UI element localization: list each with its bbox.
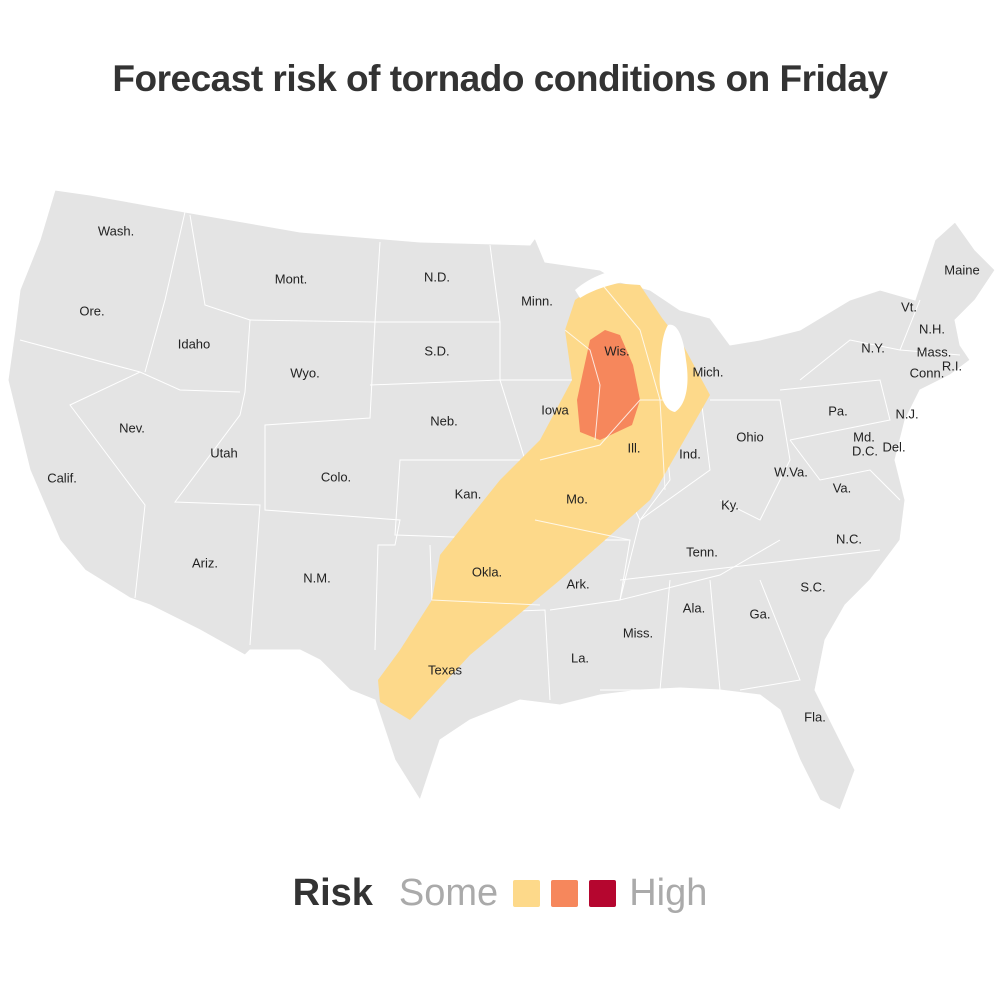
state-label: Colo. bbox=[320, 469, 352, 485]
state-label: Wyo. bbox=[290, 365, 320, 381]
state-label: Mo. bbox=[566, 491, 588, 507]
state-label: Calif. bbox=[47, 470, 77, 486]
state-label: Ark. bbox=[566, 576, 590, 592]
state-label: Minn. bbox=[521, 293, 553, 309]
state-label: Mich. bbox=[692, 364, 724, 380]
chart-title: Forecast risk of tornado conditions on F… bbox=[112, 58, 888, 99]
risk-overlay-borders bbox=[431, 281, 666, 606]
state-label: Wis. bbox=[604, 343, 630, 359]
state-label: R.I. bbox=[941, 358, 963, 374]
state-label: S.D. bbox=[424, 343, 450, 359]
state-label: Kan. bbox=[454, 486, 482, 502]
state-label: Idaho bbox=[177, 336, 211, 352]
legend: Risk Some High bbox=[0, 872, 1000, 915]
state-label: La. bbox=[570, 650, 590, 666]
state-label: Pa. bbox=[828, 403, 848, 419]
state-label: Ind. bbox=[679, 446, 701, 462]
legend-swatch-high bbox=[589, 880, 617, 907]
state-label: Wash. bbox=[97, 223, 135, 239]
state-label: W.Va. bbox=[774, 464, 808, 480]
state-label: Va. bbox=[832, 480, 852, 496]
state-label: N.J. bbox=[895, 406, 919, 422]
state-label: N.M. bbox=[303, 570, 331, 586]
state-label: Fla. bbox=[804, 709, 826, 725]
state-label: Mass. bbox=[916, 344, 952, 360]
state-label: Ill. bbox=[627, 440, 641, 456]
state-label: Miss. bbox=[622, 625, 654, 641]
state-label: Vt. bbox=[901, 299, 917, 315]
state-label: Utah bbox=[210, 445, 238, 461]
state-label: Okla. bbox=[471, 564, 503, 580]
legend-swatch-moderate bbox=[551, 880, 579, 907]
state-label: S.C. bbox=[800, 579, 826, 595]
state-label: N.D. bbox=[424, 269, 450, 285]
state-label: Iowa bbox=[541, 402, 569, 418]
legend-low-label: Some bbox=[398, 872, 499, 914]
state-label: Tenn. bbox=[686, 544, 718, 560]
state-label: Ky. bbox=[721, 497, 739, 513]
lake-michigan bbox=[659, 324, 688, 412]
risk-area-moderate bbox=[577, 330, 640, 440]
state-label: Ohio bbox=[736, 429, 764, 445]
state-label: Ore. bbox=[79, 303, 105, 319]
state-label: D.C. bbox=[852, 443, 878, 459]
legend-title: Risk bbox=[292, 872, 373, 914]
state-label: Del. bbox=[882, 439, 906, 455]
state-label: Conn. bbox=[909, 365, 945, 381]
state-label: Ariz. bbox=[192, 555, 218, 571]
lake-superior bbox=[575, 268, 660, 298]
state-label: Ala. bbox=[682, 600, 706, 616]
state-label: Neb. bbox=[430, 413, 458, 429]
state-label: Ga. bbox=[749, 606, 771, 622]
state-label: N.Y. bbox=[861, 340, 885, 356]
state-label: N.C. bbox=[836, 531, 862, 547]
legend-high-label: High bbox=[629, 872, 708, 914]
state-label: Texas bbox=[428, 662, 462, 678]
state-label: Mont. bbox=[274, 271, 308, 287]
state-label: Md. bbox=[853, 429, 875, 445]
state-label: N.H. bbox=[919, 321, 945, 337]
state-label: Nev. bbox=[119, 420, 145, 436]
state-label: Maine bbox=[944, 262, 980, 278]
legend-swatch-some bbox=[513, 880, 541, 907]
